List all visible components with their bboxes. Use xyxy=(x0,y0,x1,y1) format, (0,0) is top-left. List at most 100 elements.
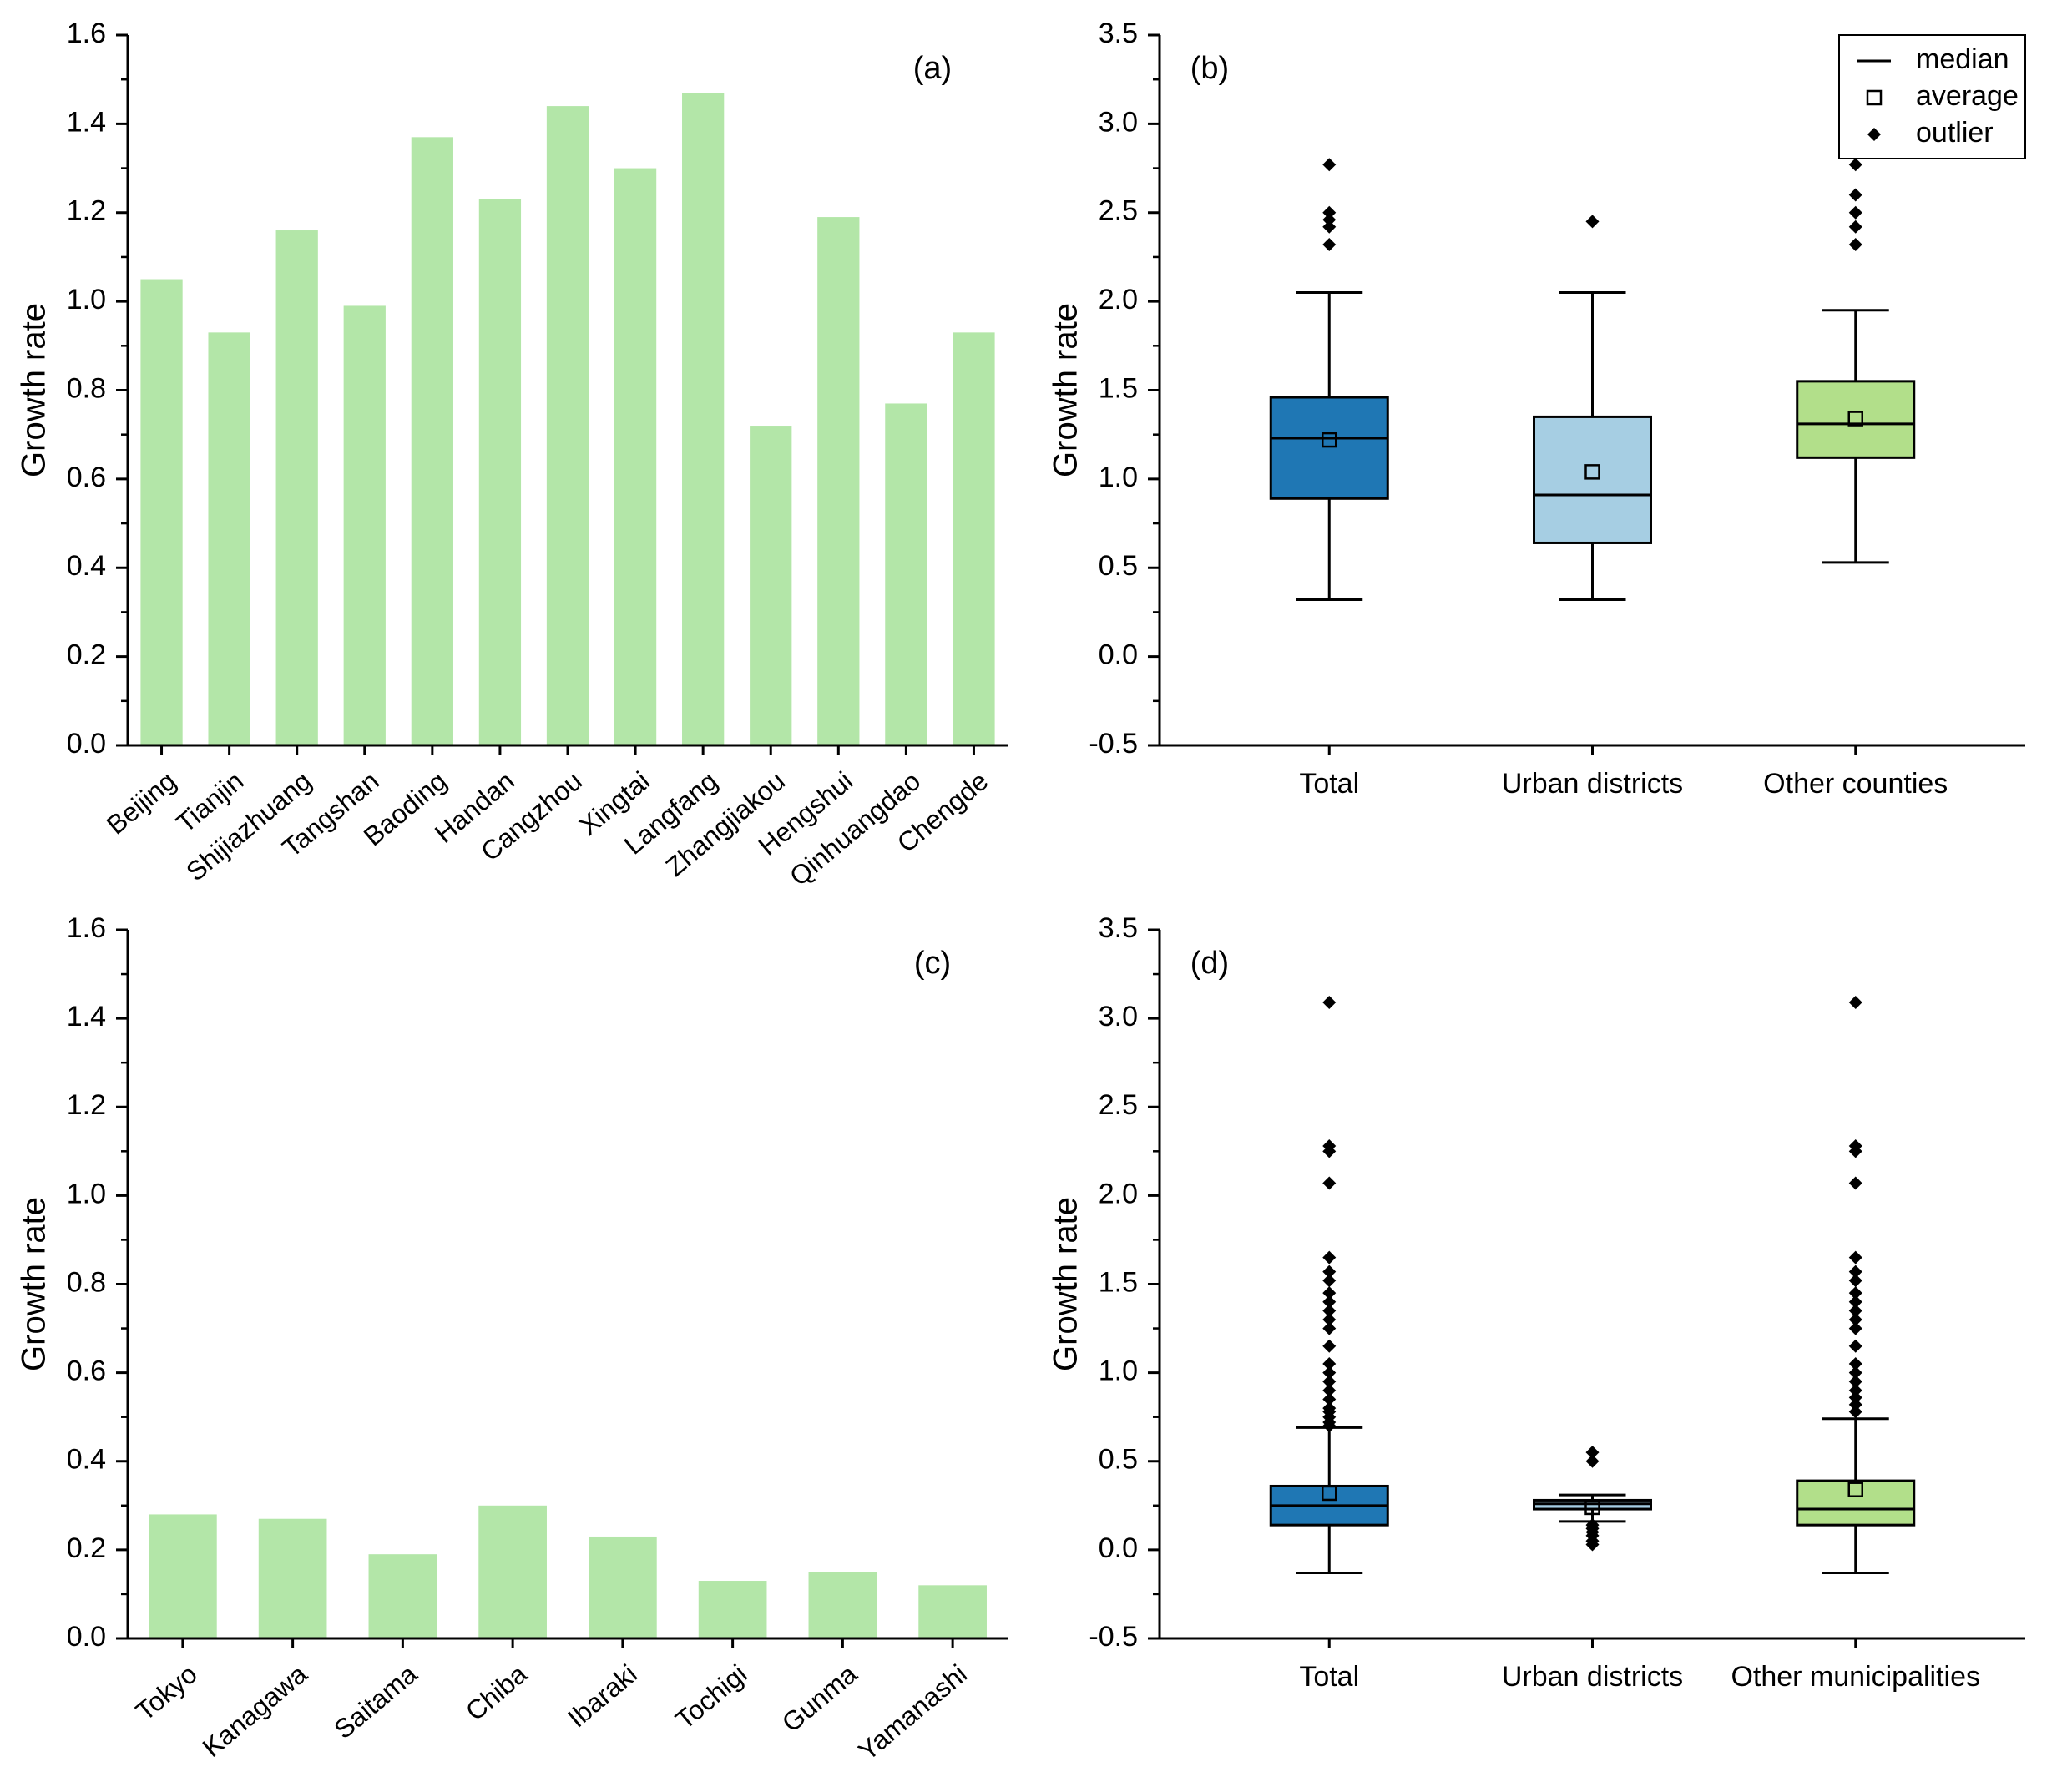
outlier-point xyxy=(1848,220,1862,234)
x-tick-label: Kanagawa xyxy=(197,1658,313,1763)
outlier-point xyxy=(1848,996,1862,1010)
y-tick-label: 0.0 xyxy=(1099,639,1138,671)
box-iqr xyxy=(1796,1479,1916,1527)
outlier-point xyxy=(1322,213,1337,227)
outlier-point xyxy=(1322,1401,1337,1416)
bar xyxy=(918,1585,987,1638)
y-tick-label: -0.5 xyxy=(1089,728,1138,760)
y-axis-label: Growth rate xyxy=(1048,303,1084,477)
bar xyxy=(885,403,927,745)
outlier-point xyxy=(1848,1250,1862,1264)
outlier-point xyxy=(1848,1339,1862,1353)
legend-average-square-icon xyxy=(1866,89,1883,106)
bar xyxy=(343,305,386,746)
legend-box xyxy=(1838,34,2026,159)
outlier-point xyxy=(1322,1295,1337,1309)
y-tick-label: 1.2 xyxy=(67,1089,106,1121)
outlier-point xyxy=(1848,1365,1862,1380)
x-tick-label: Chiba xyxy=(460,1658,533,1726)
y-tick-label: 1.6 xyxy=(67,18,106,49)
outlier-point xyxy=(1585,1454,1600,1468)
outlier-point xyxy=(1848,1391,1862,1405)
outlier-point xyxy=(1848,1375,1862,1389)
box-urban-districts xyxy=(1533,215,1652,602)
x-tick-label: Other counties xyxy=(1763,768,1948,800)
outlier-point xyxy=(1848,238,1862,252)
outlier-point xyxy=(1322,238,1337,252)
y-tick-label: 0.2 xyxy=(67,639,106,671)
outlier-point xyxy=(1585,1518,1600,1532)
y-tick-label: 2.5 xyxy=(1099,1089,1138,1121)
y-tick-label: 1.6 xyxy=(67,912,106,944)
outlier-point xyxy=(1322,1383,1337,1397)
outlier-point xyxy=(1848,1286,1862,1300)
y-tick-label: 0.5 xyxy=(1099,1444,1138,1476)
outlier-point xyxy=(1848,1321,1862,1335)
bar xyxy=(698,1581,767,1638)
outlier-point xyxy=(1848,1264,1862,1279)
bar xyxy=(808,1572,877,1638)
y-tick-label: 0.0 xyxy=(67,728,106,760)
x-tick-label: Other municipalities xyxy=(1731,1661,1980,1693)
outlier-point xyxy=(1848,1397,1862,1411)
y-tick-label: 0.8 xyxy=(67,372,106,404)
outlier-point xyxy=(1322,1375,1337,1389)
bar xyxy=(750,426,792,745)
bar xyxy=(478,199,522,745)
y-tick-label: 3.5 xyxy=(1099,18,1138,49)
y-tick-label: 3.0 xyxy=(1099,106,1138,138)
outlier-point xyxy=(1322,996,1337,1010)
y-tick-label: 1.0 xyxy=(1099,462,1138,493)
x-tick-label: Gunma xyxy=(776,1658,863,1738)
y-tick-label: 1.0 xyxy=(67,284,106,315)
box-other-municipalities xyxy=(1796,996,1916,1574)
y-tick-label: 1.2 xyxy=(67,195,106,227)
y-tick-label: 0.6 xyxy=(67,1355,106,1387)
y-axis-label: Growth rate xyxy=(1048,1197,1084,1371)
box-total xyxy=(1269,996,1389,1574)
y-tick-label: 0.4 xyxy=(67,550,106,582)
outlier-point xyxy=(1848,1357,1862,1371)
y-tick-label: 3.5 xyxy=(1099,912,1138,944)
bar xyxy=(208,332,250,745)
y-tick-label: 0.4 xyxy=(67,1444,106,1476)
x-tick-label: Total xyxy=(1299,1661,1359,1693)
box-iqr xyxy=(1269,396,1389,500)
outlier-point xyxy=(1848,188,1862,202)
x-tick-label: Urban districts xyxy=(1502,768,1683,800)
box-urban-districts xyxy=(1533,1446,1652,1552)
mean-marker xyxy=(1322,432,1337,448)
bar xyxy=(368,1554,437,1638)
outlier-point xyxy=(1848,1138,1862,1153)
outlier-point xyxy=(1322,1250,1337,1264)
y-tick-label: 0.0 xyxy=(1099,1532,1138,1564)
y-tick-label: 0.8 xyxy=(67,1266,106,1298)
panel-label: (d) xyxy=(1190,946,1229,981)
bar xyxy=(953,332,995,745)
y-tick-label: 2.0 xyxy=(1099,284,1138,315)
panel-b: Total Urban districts Other counties -0.5 0.… xyxy=(1048,18,2026,800)
outlier-point xyxy=(1322,158,1337,172)
outlier-point xyxy=(1848,1176,1862,1190)
y-tick-label: 1.5 xyxy=(1099,372,1138,404)
outlier-point xyxy=(1322,1392,1337,1406)
y-tick-label: 0.6 xyxy=(67,462,106,493)
mean-marker xyxy=(1584,464,1600,480)
y-tick-label: 3.0 xyxy=(1099,1001,1138,1032)
x-tick-label: Tokyo xyxy=(130,1658,203,1726)
outlier-point xyxy=(1848,1383,1862,1397)
bar xyxy=(546,106,589,746)
legend-label: median xyxy=(1916,43,2009,75)
outlier-point xyxy=(1848,1312,1862,1326)
y-axis-label: Growth rate xyxy=(16,303,53,477)
outlier-point xyxy=(1322,1274,1337,1288)
outlier-point xyxy=(1848,1295,1862,1309)
panel-d: Total Urban districts Other municipalities… xyxy=(1048,912,2025,1693)
outlier-point xyxy=(1322,1357,1337,1371)
y-tick-label: 2.0 xyxy=(1099,1178,1138,1209)
bar xyxy=(478,1505,547,1638)
bar xyxy=(614,168,657,745)
legend-outlier-diamond-icon xyxy=(1867,128,1881,141)
legend-label: average xyxy=(1916,80,2019,112)
